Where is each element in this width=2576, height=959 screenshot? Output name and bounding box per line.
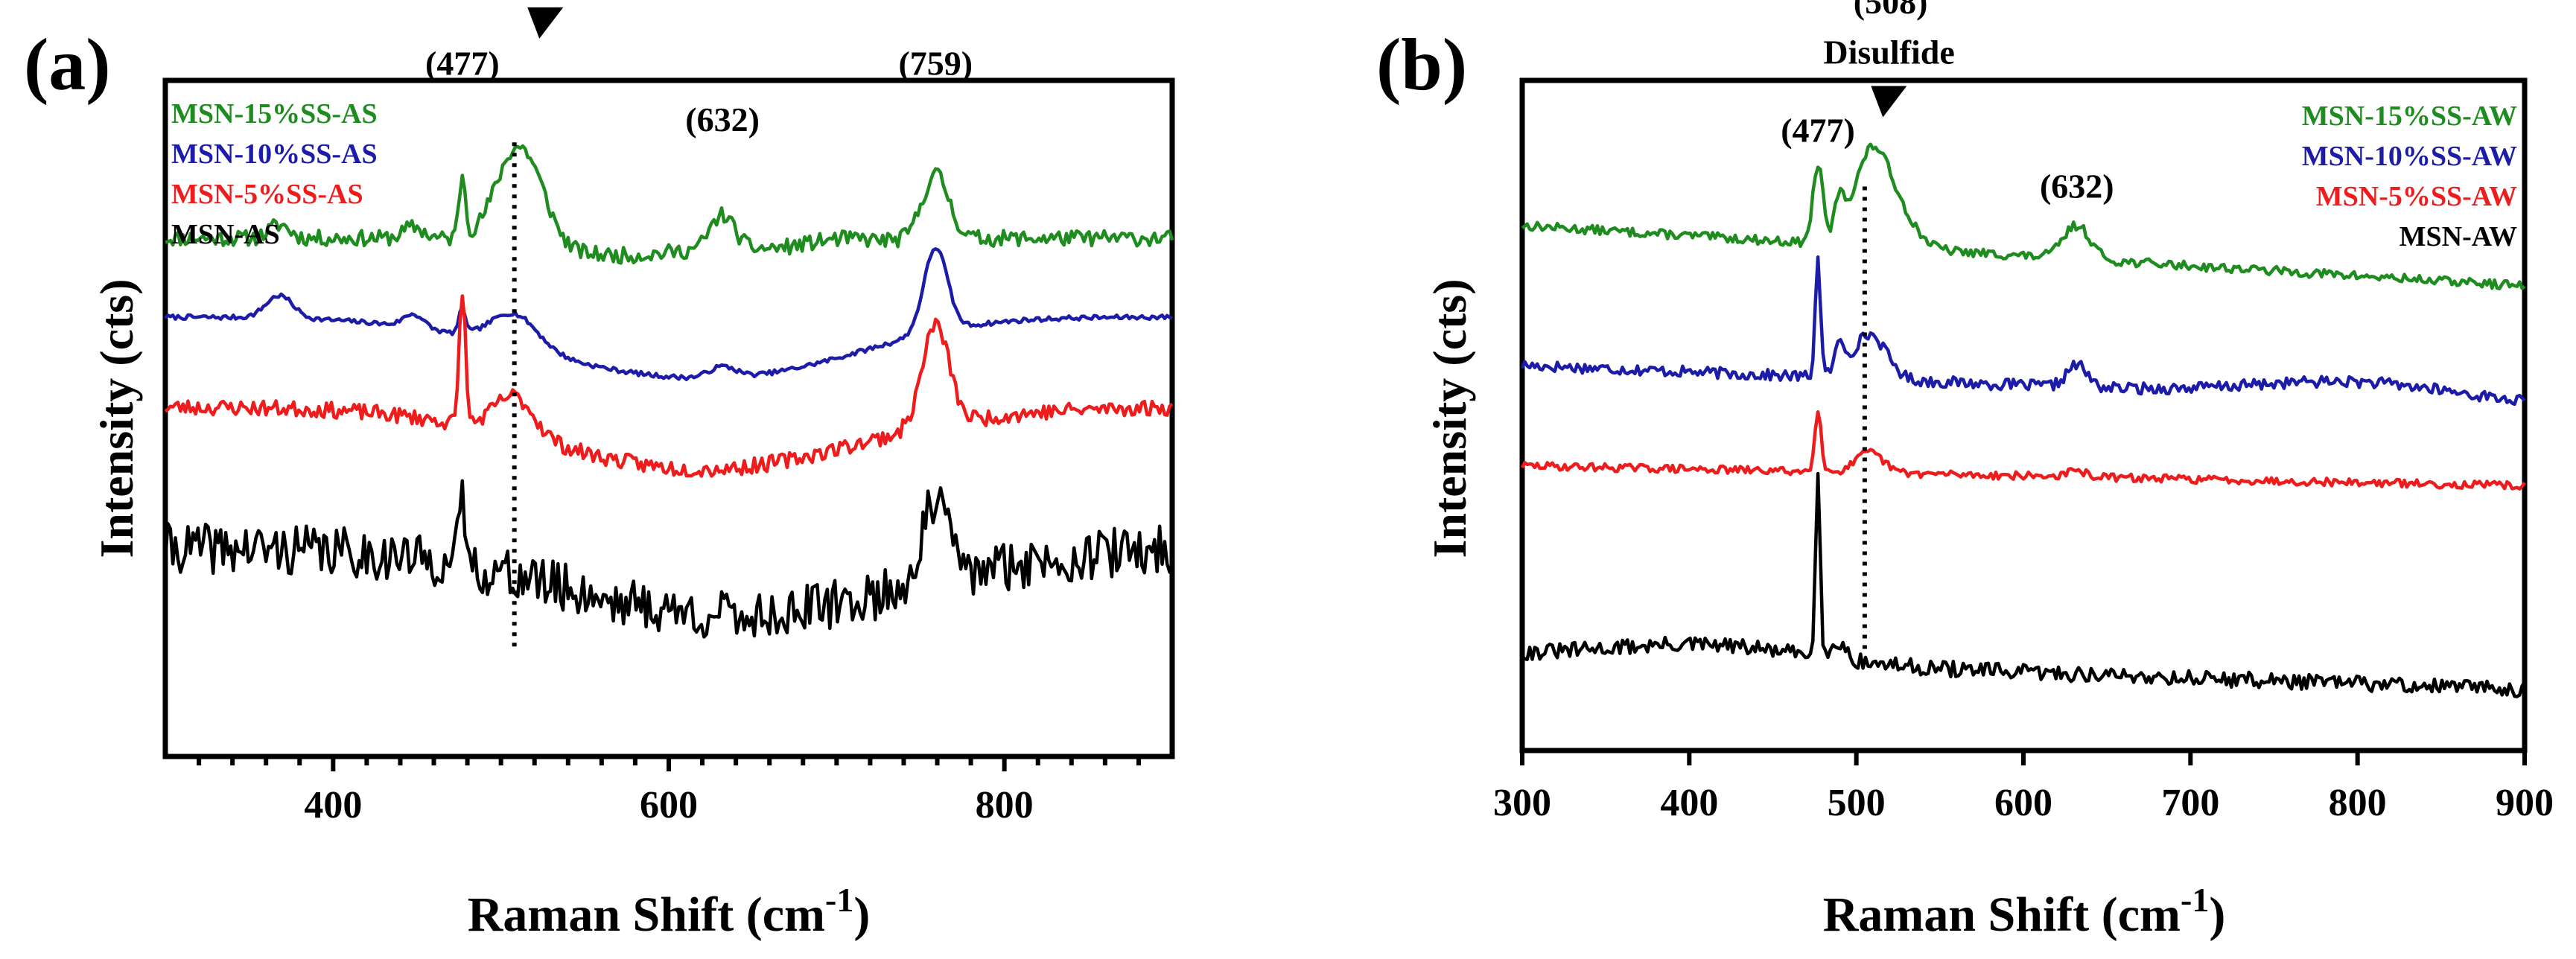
series-line-MSN-5%SS-AW <box>1520 410 2526 491</box>
series-line-MSN-15%SS-AS <box>165 144 1174 265</box>
series-line-MSN-5%SS-AS <box>164 294 1174 478</box>
peak-annotation: Disulfide <box>1823 34 1954 71</box>
x-tick-label: 300 <box>1493 782 1551 824</box>
panel-a-series <box>163 144 1174 639</box>
peak-annotation: (632) <box>685 101 760 138</box>
panel-b-x-ticks: 300 400 500 600 700 800 900 <box>1493 751 2554 824</box>
x-tick-label: 600 <box>1994 782 2052 824</box>
x-tick-label: 800 <box>2329 782 2387 824</box>
legend-entry: MSN-15%SS-AW <box>2302 101 2517 132</box>
x-tick-label: 700 <box>2161 782 2219 824</box>
legend-entry: MSN-5%SS-AW <box>2316 181 2517 212</box>
x-tick-label: 400 <box>304 784 362 826</box>
panel-b-x-axis-label: Raman Shift (cm-1) <box>1823 881 2226 942</box>
series-line-MSN-10%SS-AS <box>164 247 1173 381</box>
panel-a-y-axis-label: Intensity (cts) <box>90 278 143 558</box>
legend-entry: MSN-5%SS-AS <box>171 179 363 210</box>
x-tick-label: 900 <box>2496 782 2554 824</box>
panel-a-x-axis-label: Raman Shift (cm-1) <box>468 881 871 942</box>
panel-b-label: (b) <box>1376 23 1467 106</box>
peak-annotation: (759) <box>898 44 973 82</box>
panel-a-label: (a) <box>24 23 111 106</box>
legend-entry: MSN-AS <box>171 219 280 250</box>
series-line-MSN-15%SS-AW <box>1521 142 2526 290</box>
legend-entry: MSN-10%SS-AS <box>171 138 378 170</box>
series-line-MSN-AW <box>1521 471 2526 698</box>
series-line-MSN-10%SS-AW <box>1520 255 2526 407</box>
x-tick-label: 500 <box>1828 782 1886 824</box>
x-tick-label: 800 <box>976 784 1034 826</box>
panel-b-annotations: (477) (508) Disulfide (632) <box>1781 0 2114 656</box>
peak-annotation: (632) <box>2040 168 2114 206</box>
series-line-MSN-AS <box>163 479 1174 639</box>
disulfide-arrow-icon <box>527 7 564 39</box>
panel-b-legend: MSN-15%SS-AW MSN-10%SS-AW MSN-5%SS-AW MSN-A… <box>2302 101 2517 252</box>
panel-b: (b) 300 400 500 600 700 800 900 (477) (508) Disu… <box>1376 0 2554 942</box>
x-tick-label: 600 <box>640 784 698 826</box>
legend-entry: MSN-AW <box>2400 221 2517 252</box>
x-tick-label: 400 <box>1660 782 1718 824</box>
panel-b-series <box>1520 142 2526 698</box>
panel-b-y-axis-label: Intensity (cts) <box>1423 278 1476 558</box>
peak-annotation: (508) <box>1854 0 1928 21</box>
legend-entry: MSN-15%SS-AS <box>171 98 378 130</box>
legend-entry: MSN-10%SS-AW <box>2302 141 2517 172</box>
peak-annotation: (477) <box>1781 112 1855 150</box>
peak-annotation: (477) <box>425 44 500 82</box>
disulfide-arrow-icon <box>1871 86 1907 118</box>
panel-a-annotations: (477)(508)Disulfide(632)(759) <box>425 7 973 650</box>
panel-a-legend: MSN-15%SS-AS MSN-10%SS-AS MSN-5%SS-AS MSN-A… <box>171 98 378 250</box>
panel-a-x-ticks: 400 600 800 <box>197 756 1141 826</box>
